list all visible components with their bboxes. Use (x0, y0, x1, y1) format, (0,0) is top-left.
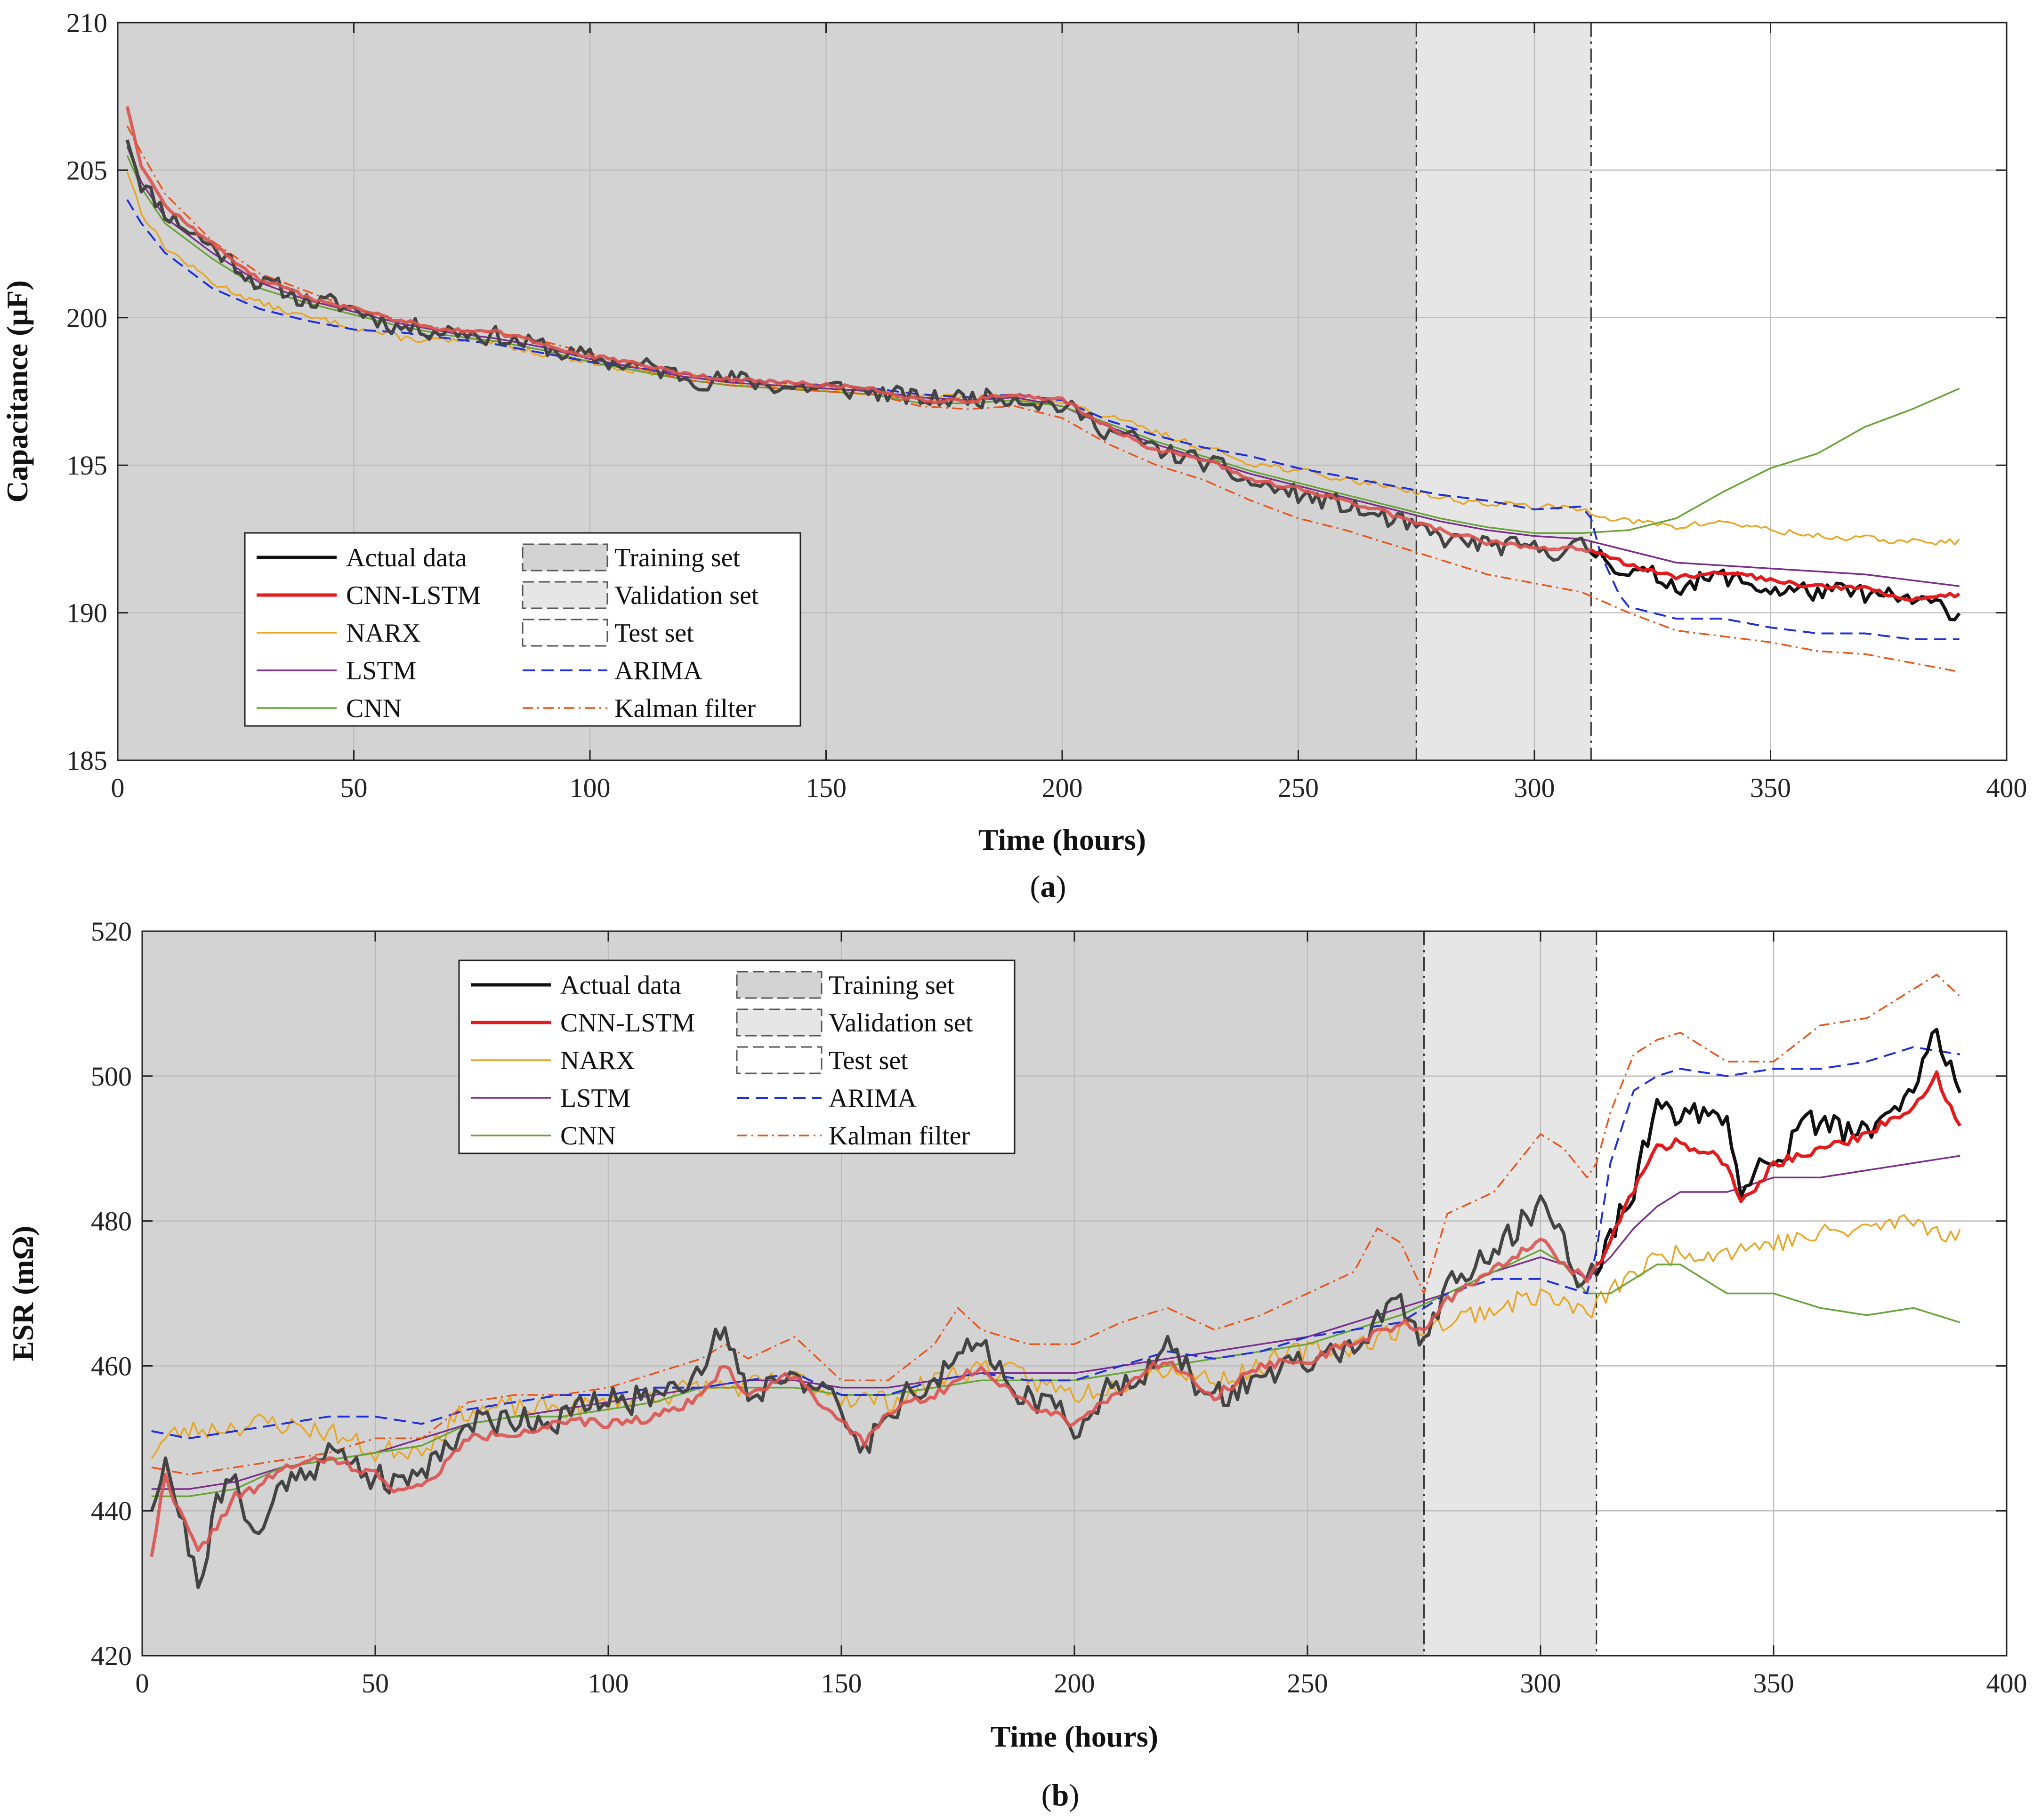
legend-label: Test set (614, 619, 694, 648)
x-tick-label: 200 (1042, 773, 1083, 803)
y-tick-label: 460 (91, 1351, 132, 1381)
chart-a: 0 50 100 150 200 250 300 350 400 185 190 195 200 205 2… (0, 8, 2027, 904)
x-tick-label: 400 (1986, 773, 2027, 803)
legend-label: CNN-LSTM (560, 1008, 695, 1038)
y-axis-label: ESR (mΩ) (6, 1226, 40, 1361)
x-tick-label: 300 (1514, 773, 1555, 803)
legend-label: Actual data (346, 543, 467, 572)
series-kalman-filter (151, 974, 1961, 1476)
series-cnn-lstm (150, 1237, 1602, 1557)
y-tick-label: 205 (66, 155, 107, 185)
legend-label: Validation set (829, 1008, 973, 1038)
y-tick-label: 440 (91, 1496, 132, 1526)
y-tick-label: 185 (66, 745, 107, 776)
legend-swatch-training-set (522, 543, 608, 572)
series-cnn-lstm (1590, 548, 1960, 602)
region-validation-set (1416, 23, 1591, 760)
region-validation-set (1424, 931, 1597, 1656)
legend-label: CNN (560, 1121, 616, 1151)
legend-label: NARX (346, 619, 421, 648)
legend-label: Test set (829, 1046, 908, 1075)
x-tick-label: 0 (136, 1668, 149, 1699)
legend-label: Kalman filter (614, 694, 756, 723)
x-tick-label: 50 (362, 1668, 389, 1699)
series-lstm (151, 1155, 1960, 1490)
x-tick-label: 300 (1520, 1668, 1561, 1699)
x-tick-label: 200 (1054, 1668, 1095, 1699)
x-tick-label: 250 (1278, 773, 1319, 803)
x-tick-label: 350 (1753, 1668, 1794, 1699)
series-actual-data (150, 1194, 1603, 1589)
legend-label: Training set (829, 971, 955, 1000)
y-axis-label: Capacitance (µF) (0, 280, 34, 502)
legend-label: Actual data (560, 971, 681, 1000)
x-tick-label: 250 (1287, 1668, 1328, 1699)
legend-label: ARIMA (614, 656, 702, 685)
legend-swatch-test-set (736, 1046, 823, 1074)
x-tick-label: 150 (821, 1668, 862, 1699)
legend-label: NARX (560, 1046, 635, 1075)
series-kalman-filter (126, 125, 1960, 673)
y-tick-label: 195 (66, 450, 107, 481)
x-tick-label: 100 (588, 1668, 629, 1699)
legend-label: ARIMA (829, 1084, 917, 1113)
series-cnn-lstm (1595, 1070, 1961, 1266)
y-tick-label: 520 (91, 916, 132, 947)
x-axis-label: Time (hours) (991, 1720, 1158, 1753)
series-group (150, 974, 1962, 1589)
panel-caption: (b) (1041, 1778, 1080, 1812)
chart-b: 0 50 100 150 200 250 300 350 400 420 440 460 480 500 5… (6, 916, 2027, 1812)
x-axis-label: Time (hours) (978, 823, 1146, 856)
y-tick-label: 420 (91, 1641, 132, 1671)
legend: Actual data CNN-LSTM NARX LSTM CNN Training s… (458, 959, 1016, 1154)
legend-label: CNN (346, 694, 402, 723)
x-tick-label: 100 (570, 773, 611, 803)
series-actual-data (1595, 1028, 1962, 1276)
legend-swatch-training-set (736, 971, 823, 999)
legend-swatch-validation-set (736, 1008, 823, 1037)
x-tick-label: 150 (806, 773, 847, 803)
series-cnn (151, 1249, 1960, 1498)
legend-label: Validation set (614, 581, 759, 610)
y-tick-label: 190 (66, 598, 107, 628)
x-tick-label: 400 (1986, 1668, 2027, 1699)
x-tick-label: 0 (111, 773, 125, 803)
series-actual-data (1590, 548, 1961, 621)
legend-swatch-test-set (522, 619, 608, 647)
series-arima (126, 199, 1960, 640)
y-tick-label: 500 (91, 1061, 132, 1092)
panel-caption-letter: a (1041, 870, 1056, 904)
legend-label: LSTM (560, 1084, 630, 1113)
panel-caption: (a) (1030, 870, 1066, 904)
series-group (125, 106, 1961, 673)
legend-label: LSTM (346, 656, 416, 685)
x-tick-label: 350 (1750, 773, 1791, 803)
legend-label: Kalman filter (829, 1121, 970, 1151)
legend: Actual data CNN-LSTM NARX LSTM CNN Training s… (244, 532, 801, 727)
legend-label: CNN-LSTM (346, 581, 481, 610)
legend-label: Training set (614, 543, 741, 572)
series-cnn-lstm (125, 106, 1597, 555)
y-tick-label: 210 (66, 8, 107, 38)
legend-swatch-validation-set (522, 581, 608, 609)
y-tick-label: 480 (91, 1206, 132, 1237)
panel-caption-letter: b (1052, 1778, 1069, 1812)
y-tick-label: 200 (66, 303, 107, 333)
series-narx (151, 1214, 1961, 1463)
x-tick-label: 50 (340, 773, 368, 803)
